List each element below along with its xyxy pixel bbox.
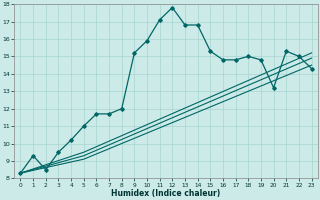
X-axis label: Humidex (Indice chaleur): Humidex (Indice chaleur) xyxy=(111,189,221,198)
